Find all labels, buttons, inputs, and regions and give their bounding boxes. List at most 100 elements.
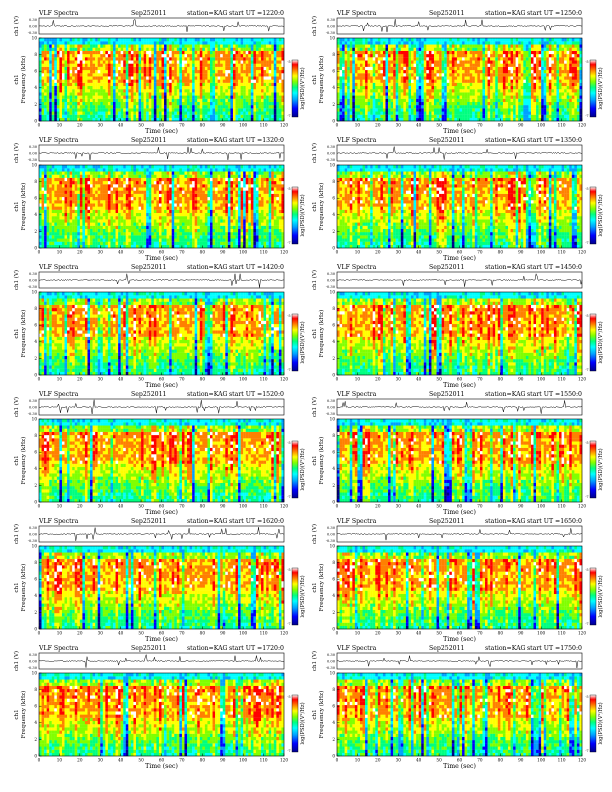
heatmap-cell xyxy=(421,60,424,63)
heatmap-cell xyxy=(337,118,340,121)
heatmap-cell xyxy=(162,115,165,118)
heatmap-cell xyxy=(513,83,516,86)
heatmap-cell xyxy=(118,108,121,111)
heatmap-cell xyxy=(205,111,208,114)
heatmap-cell xyxy=(93,57,96,60)
heatmap-cell xyxy=(108,64,111,67)
heatmap-cell xyxy=(39,73,42,76)
heatmap-cell xyxy=(355,108,358,111)
heatmap-cell xyxy=(113,89,116,92)
heatmap-cell xyxy=(144,111,147,114)
heatmap-cell xyxy=(355,67,358,70)
heatmap-cell xyxy=(62,76,65,79)
heatmap-cell xyxy=(218,76,221,79)
heatmap-cell xyxy=(93,54,96,57)
heatmap-cell xyxy=(238,76,241,79)
heatmap-cell xyxy=(121,54,124,57)
heatmap-cell xyxy=(554,118,557,121)
heatmap-cell xyxy=(534,102,537,105)
heatmap-cell xyxy=(457,48,460,51)
heatmap-cell xyxy=(238,57,241,60)
heatmap-cell xyxy=(100,118,103,121)
heatmap-cell xyxy=(475,102,478,105)
heatmap-cell xyxy=(177,57,180,60)
heatmap-cell xyxy=(408,73,411,76)
heatmap-cell xyxy=(100,95,103,98)
heatmap-cell xyxy=(544,105,547,108)
heatmap-cell xyxy=(559,86,562,89)
heatmap-cell xyxy=(426,86,429,89)
heatmap-cell xyxy=(44,83,47,86)
heatmap-cell xyxy=(131,73,134,76)
heatmap-cell xyxy=(365,118,368,121)
heatmap-cell xyxy=(195,44,198,47)
heatmap-cell xyxy=(437,118,440,121)
heatmap-cell xyxy=(500,57,503,60)
heatmap-cell xyxy=(406,76,409,79)
heatmap-cell xyxy=(437,102,440,105)
heatmap-cell xyxy=(108,54,111,57)
heatmap-cell xyxy=(110,48,113,51)
heatmap-cell xyxy=(220,105,223,108)
heatmap-cell xyxy=(534,95,537,98)
heatmap-cell xyxy=(154,76,157,79)
heatmap-cell xyxy=(123,80,126,83)
heatmap-cell xyxy=(498,80,501,83)
heatmap-cell xyxy=(388,67,391,70)
heatmap-cell xyxy=(139,99,142,102)
heatmap-cell xyxy=(243,41,246,44)
heatmap-cell xyxy=(105,108,108,111)
heatmap-cell xyxy=(406,118,409,121)
heatmap-cell xyxy=(406,67,409,70)
heatmap-cell xyxy=(488,57,491,60)
heatmap-cell xyxy=(462,76,465,79)
heatmap-cell xyxy=(342,92,345,95)
heatmap-cell xyxy=(357,76,360,79)
heatmap-cell xyxy=(437,95,440,98)
heatmap-cell xyxy=(480,92,483,95)
heatmap-cell xyxy=(556,118,559,121)
heatmap-cell xyxy=(439,95,442,98)
heatmap-cell xyxy=(213,115,216,118)
heatmap-cell xyxy=(144,86,147,89)
heatmap-cell xyxy=(454,57,457,60)
heatmap-cell xyxy=(572,92,575,95)
heatmap-cell xyxy=(49,51,52,54)
heatmap-cell xyxy=(567,86,570,89)
heatmap-cell xyxy=(411,67,414,70)
heatmap-cell xyxy=(195,76,198,79)
heatmap-cell xyxy=(401,115,404,118)
heatmap-cell xyxy=(210,115,213,118)
heatmap-cell xyxy=(192,73,195,76)
heatmap-cell xyxy=(251,111,254,114)
heatmap-cell xyxy=(197,51,200,54)
heatmap-cell xyxy=(375,73,378,76)
heatmap-cell xyxy=(57,111,60,114)
heatmap-cell xyxy=(564,86,567,89)
heatmap-cell xyxy=(511,89,514,92)
heatmap-cell xyxy=(42,44,45,47)
heatmap-cell xyxy=(192,118,195,121)
heatmap-cell xyxy=(518,105,521,108)
heatmap-cell xyxy=(452,99,455,102)
heatmap-cell xyxy=(210,105,213,108)
heatmap-cell xyxy=(380,118,383,121)
heatmap-cell xyxy=(470,44,473,47)
heatmap-cell xyxy=(345,73,348,76)
heatmap-cell xyxy=(59,118,62,121)
heatmap-cell xyxy=(368,92,371,95)
heatmap-cell xyxy=(230,54,233,57)
heatmap-cell xyxy=(274,54,277,57)
heatmap-cell xyxy=(279,57,282,60)
heatmap-cell xyxy=(370,83,373,86)
heatmap-cell xyxy=(411,44,414,47)
heatmap-cell xyxy=(562,64,565,67)
heatmap-cell xyxy=(577,99,580,102)
heatmap-cell xyxy=(72,89,75,92)
heatmap-cell xyxy=(182,48,185,51)
heatmap-cell xyxy=(403,115,406,118)
heatmap-cell xyxy=(554,111,557,114)
heatmap-cell xyxy=(253,41,256,44)
heatmap-cell xyxy=(385,76,388,79)
heatmap-cell xyxy=(385,102,388,105)
